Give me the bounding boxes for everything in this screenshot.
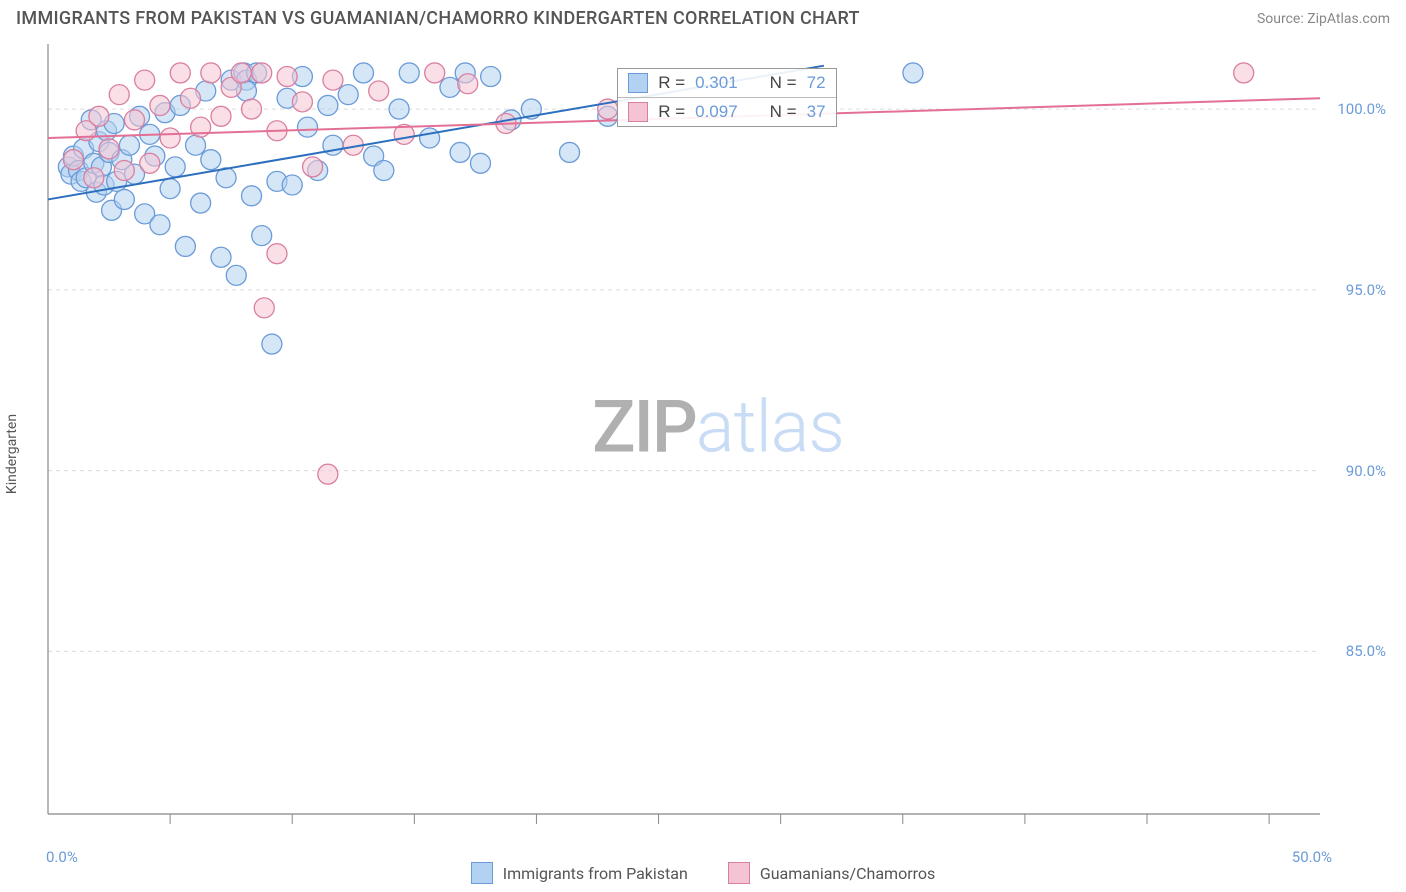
data-point — [89, 106, 109, 126]
data-point — [114, 189, 134, 209]
data-point — [282, 175, 302, 195]
source-name: ZipAtlas.com — [1307, 11, 1390, 27]
stat-n-value: 72 — [807, 73, 826, 93]
stat-r-value: 0.301 — [695, 73, 738, 93]
legend-label: Guamanians/Chamorros — [760, 864, 935, 883]
data-point — [201, 63, 221, 83]
data-point — [420, 128, 440, 148]
stat-n-label: N = — [770, 73, 797, 93]
data-point — [458, 74, 478, 94]
data-point — [374, 161, 394, 181]
data-point — [1234, 63, 1254, 83]
stat-r-label: R = — [658, 73, 685, 93]
chart-header: IMMIGRANTS FROM PAKISTAN VS GUAMANIAN/CH… — [0, 0, 1406, 33]
data-point — [425, 63, 445, 83]
data-point — [201, 150, 221, 170]
data-point — [186, 135, 206, 155]
data-point — [262, 334, 282, 354]
scatter-chart-svg — [46, 42, 1390, 844]
data-point — [450, 142, 470, 162]
data-point — [99, 139, 119, 159]
stats-row: R = 0.301 N = 72 — [618, 69, 835, 98]
data-point — [338, 85, 358, 105]
data-point — [150, 95, 170, 115]
data-point — [211, 106, 231, 126]
stat-r-value: 0.097 — [695, 102, 738, 122]
data-point — [267, 244, 287, 264]
data-point — [254, 298, 274, 318]
data-point — [560, 142, 580, 162]
data-point — [231, 63, 251, 83]
data-point — [252, 63, 272, 83]
data-point — [140, 153, 160, 173]
data-point — [903, 63, 923, 83]
data-point — [180, 88, 200, 108]
source-attribution: Source: ZipAtlas.com — [1257, 11, 1390, 27]
legend-swatch — [728, 862, 750, 884]
data-point — [303, 157, 323, 177]
data-point — [399, 63, 419, 83]
data-point — [277, 67, 297, 87]
data-point — [318, 95, 338, 115]
data-point — [84, 168, 104, 188]
data-point — [369, 81, 389, 101]
data-point — [242, 186, 262, 206]
data-point — [226, 265, 246, 285]
data-point — [353, 63, 373, 83]
data-point — [119, 135, 139, 155]
data-point — [292, 92, 312, 112]
chart-title: IMMIGRANTS FROM PAKISTAN VS GUAMANIAN/CH… — [16, 8, 860, 29]
data-point — [323, 70, 343, 90]
y-tick-label: 85.0% — [1346, 642, 1386, 660]
correlation-stats-box: R = 0.301 N = 72 R = 0.097 N = 37 — [617, 68, 836, 127]
data-point — [252, 226, 272, 246]
legend-swatch — [628, 73, 648, 93]
data-point — [389, 99, 409, 119]
data-point — [124, 110, 144, 130]
y-tick-label: 95.0% — [1346, 281, 1386, 299]
y-tick-label: 90.0% — [1346, 462, 1386, 480]
data-point — [109, 85, 129, 105]
data-point — [63, 150, 83, 170]
chart-legend: Immigrants from Pakistan Guamanians/Chamo… — [0, 862, 1406, 884]
data-point — [114, 161, 134, 181]
data-point — [297, 117, 317, 137]
data-point — [440, 77, 460, 97]
data-point — [160, 128, 180, 148]
data-point — [481, 67, 501, 87]
data-point — [150, 215, 170, 235]
data-point — [135, 70, 155, 90]
stat-n-label: N = — [770, 102, 797, 122]
y-tick-label: 100.0% — [1337, 100, 1386, 118]
data-point — [175, 236, 195, 256]
stat-r-label: R = — [658, 102, 685, 122]
data-point — [191, 193, 211, 213]
legend-item: Immigrants from Pakistan — [471, 862, 688, 884]
legend-label: Immigrants from Pakistan — [503, 864, 688, 883]
legend-item: Guamanians/Chamorros — [728, 862, 935, 884]
data-point — [211, 247, 231, 267]
data-point — [318, 464, 338, 484]
data-point — [165, 157, 185, 177]
data-point — [470, 153, 490, 173]
source-prefix: Source: — [1257, 11, 1307, 27]
data-point — [242, 99, 262, 119]
y-axis-label: Kindergarten — [4, 414, 20, 494]
legend-swatch — [471, 862, 493, 884]
stat-n-value: 37 — [807, 102, 826, 122]
chart-plot-area: ZIPatlas R = 0.301N = 72R = 0.097N = 37 … — [46, 42, 1390, 844]
data-point — [170, 63, 190, 83]
stats-row: R = 0.097 N = 37 — [618, 98, 835, 126]
legend-swatch — [628, 102, 648, 122]
data-point — [160, 179, 180, 199]
